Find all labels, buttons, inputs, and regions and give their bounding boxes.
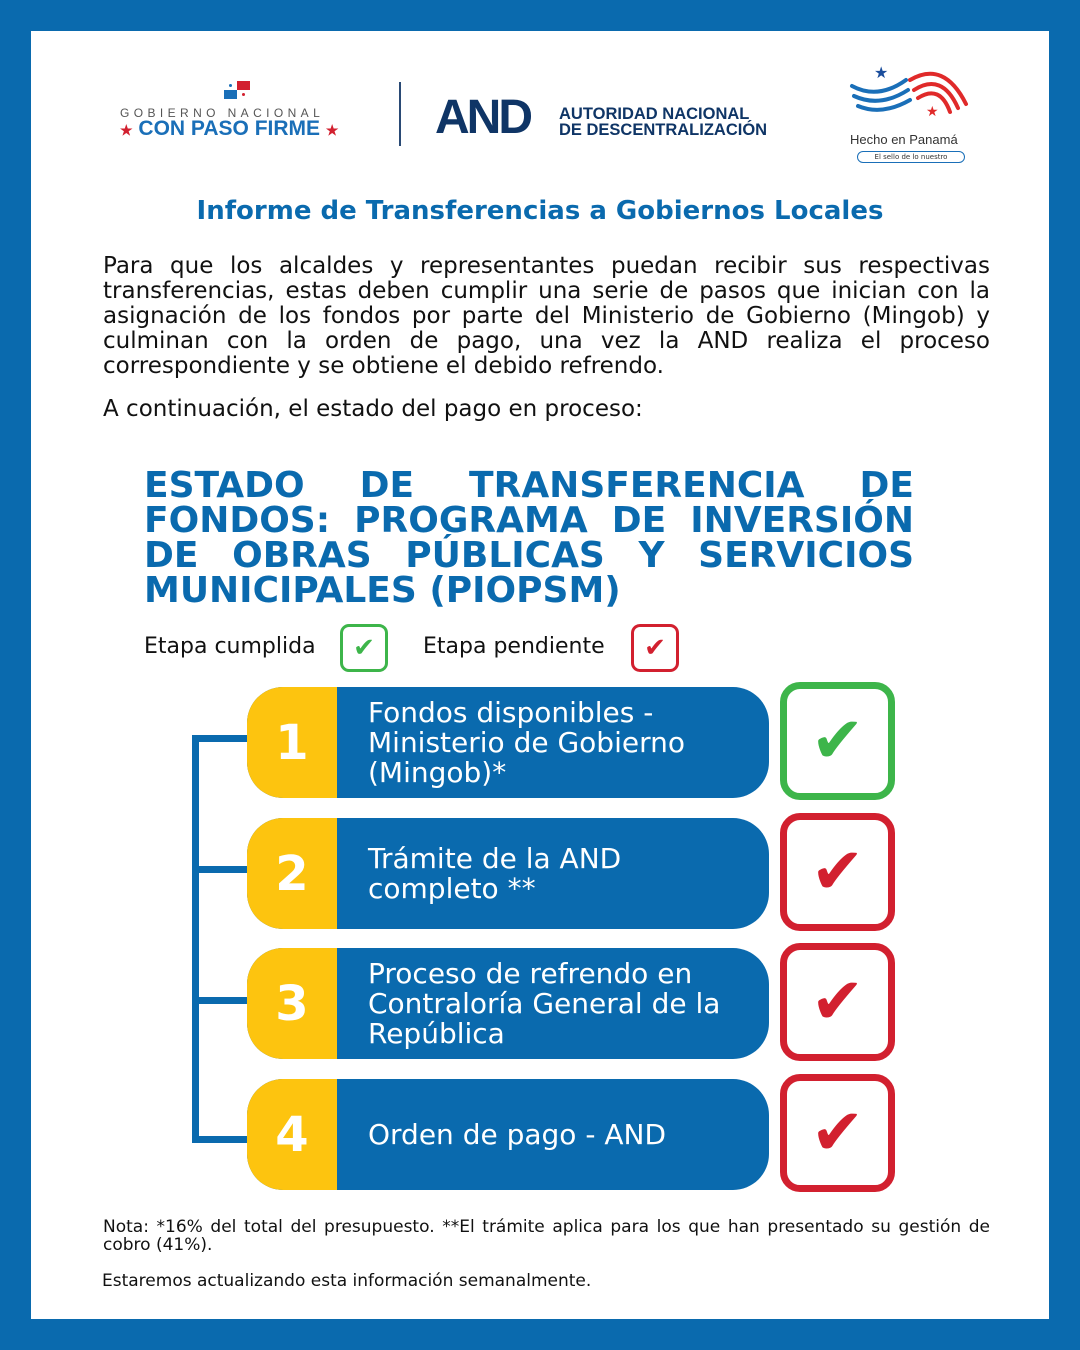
step-label: Proceso de refrendo en Contraloría Gener… <box>368 956 721 1050</box>
status-title: ESTADO DE TRANSFERENCIA DE FONDOS: PROGR… <box>144 465 914 611</box>
legend-done-label: Etapa cumplida <box>144 634 316 659</box>
svg-text:★: ★ <box>874 64 888 82</box>
step-number: 4 <box>247 1079 337 1190</box>
step-1: 1 Fondos disponibles - Ministerio de Gobi… <box>247 687 769 798</box>
step-1-done-check-icon: ✔ <box>780 682 895 800</box>
logo-divider <box>399 82 401 146</box>
step-2-pending-check-icon: ✔ <box>780 813 895 931</box>
step-number: 2 <box>247 818 337 929</box>
steps-connector <box>192 735 199 1143</box>
and-name: AUTORIDAD NACIONAL DE DESCENTRALIZACIÓN <box>559 105 768 139</box>
star-icon: ★ <box>120 122 133 138</box>
step-label: Fondos disponibles - Ministerio de Gobie… <box>368 695 685 789</box>
con-paso-firme-text: CON PASO FIRME <box>138 117 321 140</box>
connector-branch <box>192 866 250 873</box>
intro-lead: A continuación, el estado del pago en pr… <box>103 396 643 422</box>
svg-text:★: ★ <box>926 104 939 120</box>
step-number: 1 <box>247 687 337 798</box>
step-3: 3 Proceso de refrendo en Contraloría Gene… <box>247 948 769 1059</box>
and-name-line1: AUTORIDAD NACIONAL <box>559 105 750 123</box>
update-notice: Estaremos actualizando esta información … <box>102 1271 592 1291</box>
panama-flag-icon <box>224 81 250 99</box>
and-name-line2: DE DESCENTRALIZACIÓN <box>559 121 768 139</box>
and-logo: AND <box>435 91 533 144</box>
step-4-pending-check-icon: ✔ <box>780 1074 895 1192</box>
step-number: 3 <box>247 948 337 1059</box>
step-label: Orden de pago - AND <box>368 1117 667 1151</box>
step-2: 2 Trámite de la AND completo ** <box>247 818 769 929</box>
con-paso-firme-logo: ★ CON PASO FIRME ★ <box>120 117 338 141</box>
connector-branch <box>192 997 250 1004</box>
connector-branch <box>192 1136 250 1143</box>
footnote: Nota: *16% del total del presupuesto. **… <box>103 1217 990 1255</box>
gobierno-nacional-text: GOBIERNO NACIONAL <box>120 106 325 120</box>
step-4: 4 Orden de pago - AND <box>247 1079 769 1190</box>
hecho-en-panama-text: Hecho en Panamá <box>850 132 958 147</box>
legend-pending-label: Etapa pendiente <box>423 634 605 659</box>
hecho-en-panama-logo-icon: ★ ★ <box>850 64 968 120</box>
sello-badge: El sello de lo nuestro <box>857 151 965 163</box>
legend-done-check-icon: ✔ <box>340 624 388 672</box>
step-3-pending-check-icon: ✔ <box>780 943 895 1061</box>
connector-branch <box>192 735 250 742</box>
report-title: Informe de Transferencias a Gobiernos Lo… <box>196 196 884 226</box>
legend-pending-check-icon: ✔ <box>631 624 679 672</box>
intro-paragraph: Para que los alcaldes y representantes p… <box>103 253 990 379</box>
step-label: Trámite de la AND completo ** <box>368 841 622 905</box>
star-icon: ★ <box>325 122 339 138</box>
